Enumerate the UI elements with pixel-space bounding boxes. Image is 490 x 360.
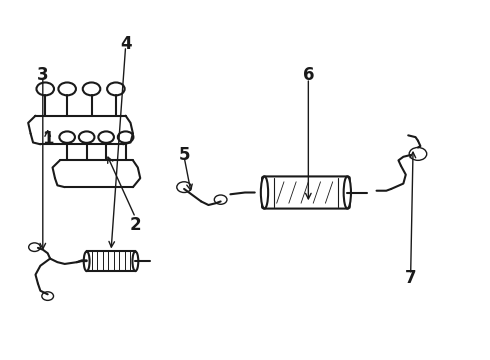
Bar	[87, 251, 135, 271]
Ellipse shape	[84, 251, 90, 271]
Ellipse shape	[261, 176, 268, 208]
Text: 6: 6	[303, 66, 314, 84]
Text: 4: 4	[120, 35, 131, 53]
Ellipse shape	[343, 176, 351, 208]
Text: 1: 1	[42, 130, 53, 148]
Text: 7: 7	[405, 269, 416, 287]
Text: 3: 3	[37, 66, 49, 84]
Text: 2: 2	[129, 216, 141, 234]
FancyBboxPatch shape	[262, 176, 350, 208]
Ellipse shape	[132, 251, 138, 271]
Text: 5: 5	[178, 146, 190, 164]
